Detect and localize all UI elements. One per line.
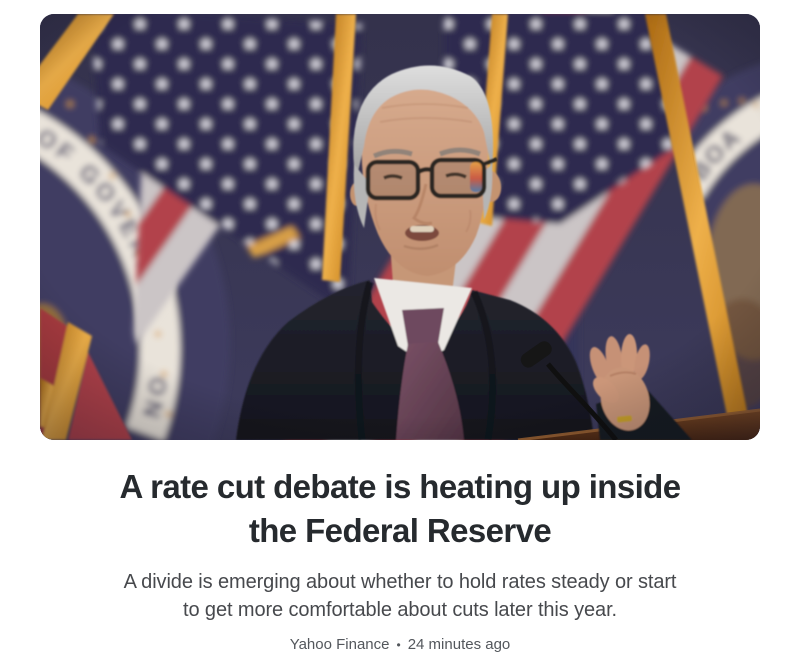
article-headline: A rate cut debate is heating up inside t… (46, 465, 754, 553)
hero-photo-illustration: OF GOVERNO ON BOA (40, 14, 760, 440)
subtitle-line-1: A divide is emerging about whether to ho… (123, 571, 677, 593)
subtitle-line-2: to get more comfortable about cuts later… (182, 599, 617, 621)
article-subtitle: A divide is emerging about whether to ho… (50, 568, 750, 624)
headline-line-2: the Federal Reserve (248, 512, 552, 549)
source-name[interactable]: Yahoo Finance (289, 636, 390, 653)
article-image[interactable]: OF GOVERNO ON BOA (40, 14, 760, 440)
article-timestamp: 24 minutes ago (407, 636, 511, 653)
article-card: OF GOVERNO ON BOA (40, 14, 760, 653)
headline-line-1: A rate cut debate is heating up inside (119, 468, 682, 505)
vignette (40, 14, 760, 440)
attribution-separator: • (396, 637, 401, 652)
article-attribution: Yahoo Finance • 24 minutes ago (40, 636, 760, 653)
